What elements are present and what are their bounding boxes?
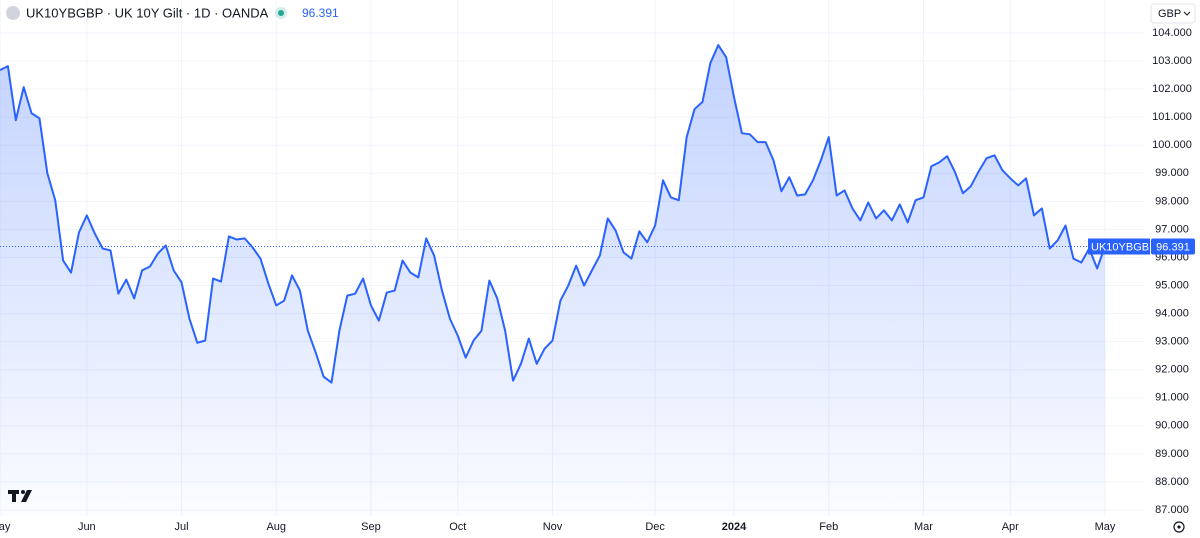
x-tick-label: 2024 bbox=[722, 521, 747, 533]
x-tick-label: May bbox=[1095, 521, 1116, 533]
symbol-tag-label: UK10YBGBP bbox=[1091, 241, 1156, 253]
currency-button[interactable] bbox=[1150, 3, 1196, 24]
chart-title[interactable]: UK10YBGBP · UK 10Y Gilt · 1D · OANDA bbox=[26, 5, 269, 20]
x-tick-label: Jul bbox=[175, 521, 189, 533]
x-tick-label: Mar bbox=[914, 521, 933, 533]
y-tick-label: 92.000 bbox=[1155, 364, 1189, 376]
y-tick-label: 89.000 bbox=[1155, 448, 1189, 460]
settings-icon[interactable] bbox=[1173, 521, 1185, 533]
price-tag bbox=[1151, 238, 1195, 255]
currency-label: GBP bbox=[1158, 8, 1181, 20]
x-tick-label: Jun bbox=[78, 521, 96, 533]
logo[interactable] bbox=[8, 490, 32, 502]
x-tick-label: Oct bbox=[449, 521, 466, 533]
y-tick-label: 98.000 bbox=[1155, 195, 1189, 207]
symbol-icon bbox=[6, 6, 20, 20]
plot bbox=[0, 44, 1145, 516]
settings-icon-center bbox=[1177, 525, 1181, 529]
y-tick-label: 102.000 bbox=[1152, 83, 1192, 95]
y-tick-label: 100.000 bbox=[1152, 139, 1192, 151]
price-line bbox=[0, 44, 1106, 384]
y-tick-label: 95.000 bbox=[1155, 279, 1189, 291]
y-tick-label: 88.000 bbox=[1155, 476, 1189, 488]
y-tick-label: 94.000 bbox=[1155, 307, 1189, 319]
x-tick-label: Feb bbox=[819, 521, 838, 533]
header-price: 96.391 bbox=[302, 6, 339, 20]
y-tick-label: 93.000 bbox=[1155, 336, 1189, 348]
y-tick-label: 91.000 bbox=[1155, 392, 1189, 404]
currency-chevron bbox=[1183, 11, 1191, 16]
y-tick-label: 104.000 bbox=[1152, 27, 1192, 39]
y-tick-label: 90.000 bbox=[1155, 420, 1189, 432]
y-tick-label: 87.000 bbox=[1155, 504, 1189, 516]
y-tick-label: 101.000 bbox=[1152, 111, 1192, 123]
x-tick-label: Apr bbox=[1002, 521, 1019, 533]
status-dot bbox=[278, 10, 284, 16]
symbol-tag bbox=[1088, 238, 1150, 255]
y-tick-label: 103.000 bbox=[1152, 55, 1192, 67]
x-tick-label: Dec bbox=[645, 521, 665, 533]
x-tick-label: Nov bbox=[543, 521, 563, 533]
area-fill bbox=[0, 45, 1105, 516]
x-tick-label: Sep bbox=[361, 521, 381, 533]
y-tick-label: 97.000 bbox=[1155, 223, 1189, 235]
x-tick-label: Aug bbox=[266, 521, 286, 533]
x-tick-label: May bbox=[0, 521, 11, 533]
y-tick-label: 99.000 bbox=[1155, 167, 1189, 179]
price-tag-label: 96.391 bbox=[1156, 241, 1190, 253]
